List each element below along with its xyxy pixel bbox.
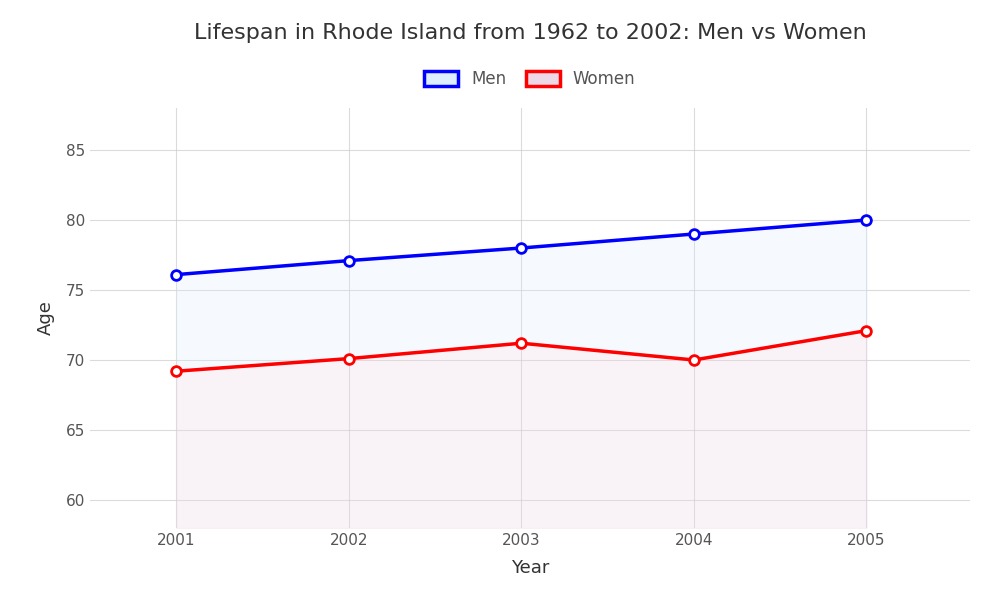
Title: Lifespan in Rhode Island from 1962 to 2002: Men vs Women: Lifespan in Rhode Island from 1962 to 20… — [194, 23, 866, 43]
Y-axis label: Age: Age — [37, 301, 55, 335]
Legend: Men, Women: Men, Women — [416, 62, 644, 97]
X-axis label: Year: Year — [511, 559, 549, 577]
